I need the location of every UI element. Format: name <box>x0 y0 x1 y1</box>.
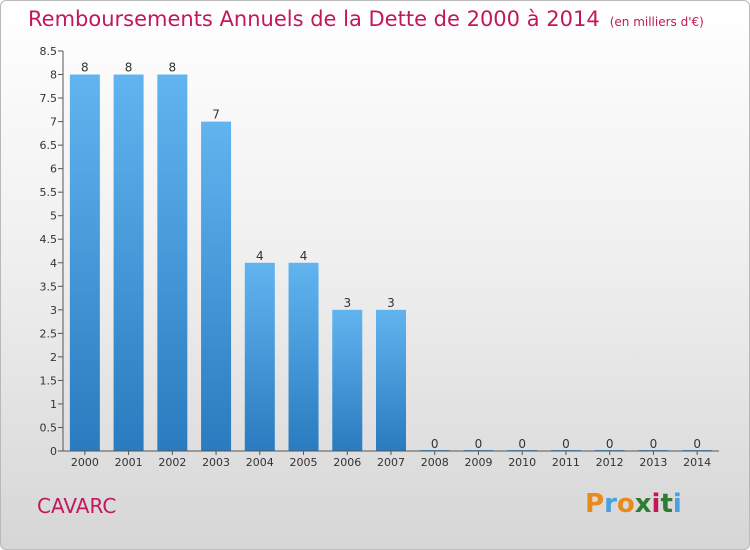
logo-letter: P <box>585 489 605 519</box>
x-tick-label-2003: 2003 <box>202 456 230 469</box>
logo-letter: t <box>660 489 673 519</box>
commune-name: CAVARC <box>37 494 117 518</box>
y-tick-label: 6.5 <box>40 139 58 152</box>
x-tick-label-2012: 2012 <box>596 456 624 469</box>
chart-title-text: Remboursements Annuels de la Dette de 20… <box>28 7 600 31</box>
logo-letter: r <box>604 489 617 519</box>
logo-letter: x <box>634 489 652 519</box>
data-label-2010: 0 <box>518 437 526 451</box>
y-tick-label: 7 <box>50 116 57 129</box>
data-label-2006: 3 <box>343 296 351 310</box>
y-tick-label: 2.5 <box>40 327 58 340</box>
data-label-2002: 8 <box>169 61 177 75</box>
x-tick-label-2009: 2009 <box>464 456 492 469</box>
data-label-2008: 0 <box>431 437 439 451</box>
y-tick-label: 0 <box>50 445 57 458</box>
x-tick-label-2006: 2006 <box>333 456 361 469</box>
y-tick-label: 2 <box>50 351 57 364</box>
x-tick-label-2004: 2004 <box>246 456 274 469</box>
y-tick-label: 4 <box>50 257 57 270</box>
bar-2007 <box>376 309 406 451</box>
x-tick-label-2000: 2000 <box>71 456 99 469</box>
bar-2004 <box>244 262 275 451</box>
bar-2003 <box>201 121 232 452</box>
logo-letter: i <box>672 489 682 519</box>
data-label-2013: 0 <box>650 437 658 451</box>
x-tick-label-2010: 2010 <box>508 456 536 469</box>
logo-letter: o <box>616 489 635 519</box>
y-tick-label: 1.5 <box>40 374 58 387</box>
x-tick-label-2011: 2011 <box>552 456 580 469</box>
y-tick-label: 8 <box>50 69 57 82</box>
chart-title: Remboursements Annuels de la Dette de 20… <box>28 7 704 31</box>
data-label-2000: 8 <box>81 61 89 75</box>
x-tick-label-2002: 2002 <box>158 456 186 469</box>
y-tick-label: 8.5 <box>40 45 58 58</box>
y-tick-label: 5 <box>50 210 57 223</box>
bar-2000 <box>69 74 100 451</box>
data-label-2007: 3 <box>387 296 395 310</box>
x-tick-label-2008: 2008 <box>421 456 449 469</box>
x-tick-label-2005: 2005 <box>290 456 318 469</box>
proxiti-logo: Proxiti <box>585 489 682 519</box>
data-label-2009: 0 <box>475 437 483 451</box>
y-tick-label: 6 <box>50 163 57 176</box>
data-label-2011: 0 <box>562 437 570 451</box>
x-tick-label-2013: 2013 <box>639 456 667 469</box>
y-tick-label: 3.5 <box>40 280 58 293</box>
x-tick-label-2014: 2014 <box>683 456 711 469</box>
y-tick-label: 3 <box>50 304 57 317</box>
y-tick-label: 0.5 <box>40 421 58 434</box>
y-tick-label: 5.5 <box>40 186 58 199</box>
data-label-2005: 4 <box>300 249 308 263</box>
logo-letter: i <box>651 489 661 519</box>
bar-2006 <box>332 309 363 451</box>
data-label-2001: 8 <box>125 61 133 75</box>
data-label-2014: 0 <box>693 437 701 451</box>
data-label-2012: 0 <box>606 437 614 451</box>
data-label-2003: 7 <box>212 108 220 122</box>
chart-unit-note: (en milliers d'€) <box>609 15 704 29</box>
bar-2001 <box>113 74 144 451</box>
x-tick-label-2007: 2007 <box>377 456 405 469</box>
y-tick-label: 4.5 <box>40 233 58 246</box>
bar-2002 <box>157 74 188 451</box>
bar-2005 <box>288 262 319 451</box>
y-tick-label: 7.5 <box>40 92 58 105</box>
y-tick-label: 1 <box>50 398 57 411</box>
x-tick-label-2001: 2001 <box>115 456 143 469</box>
data-label-2004: 4 <box>256 249 264 263</box>
